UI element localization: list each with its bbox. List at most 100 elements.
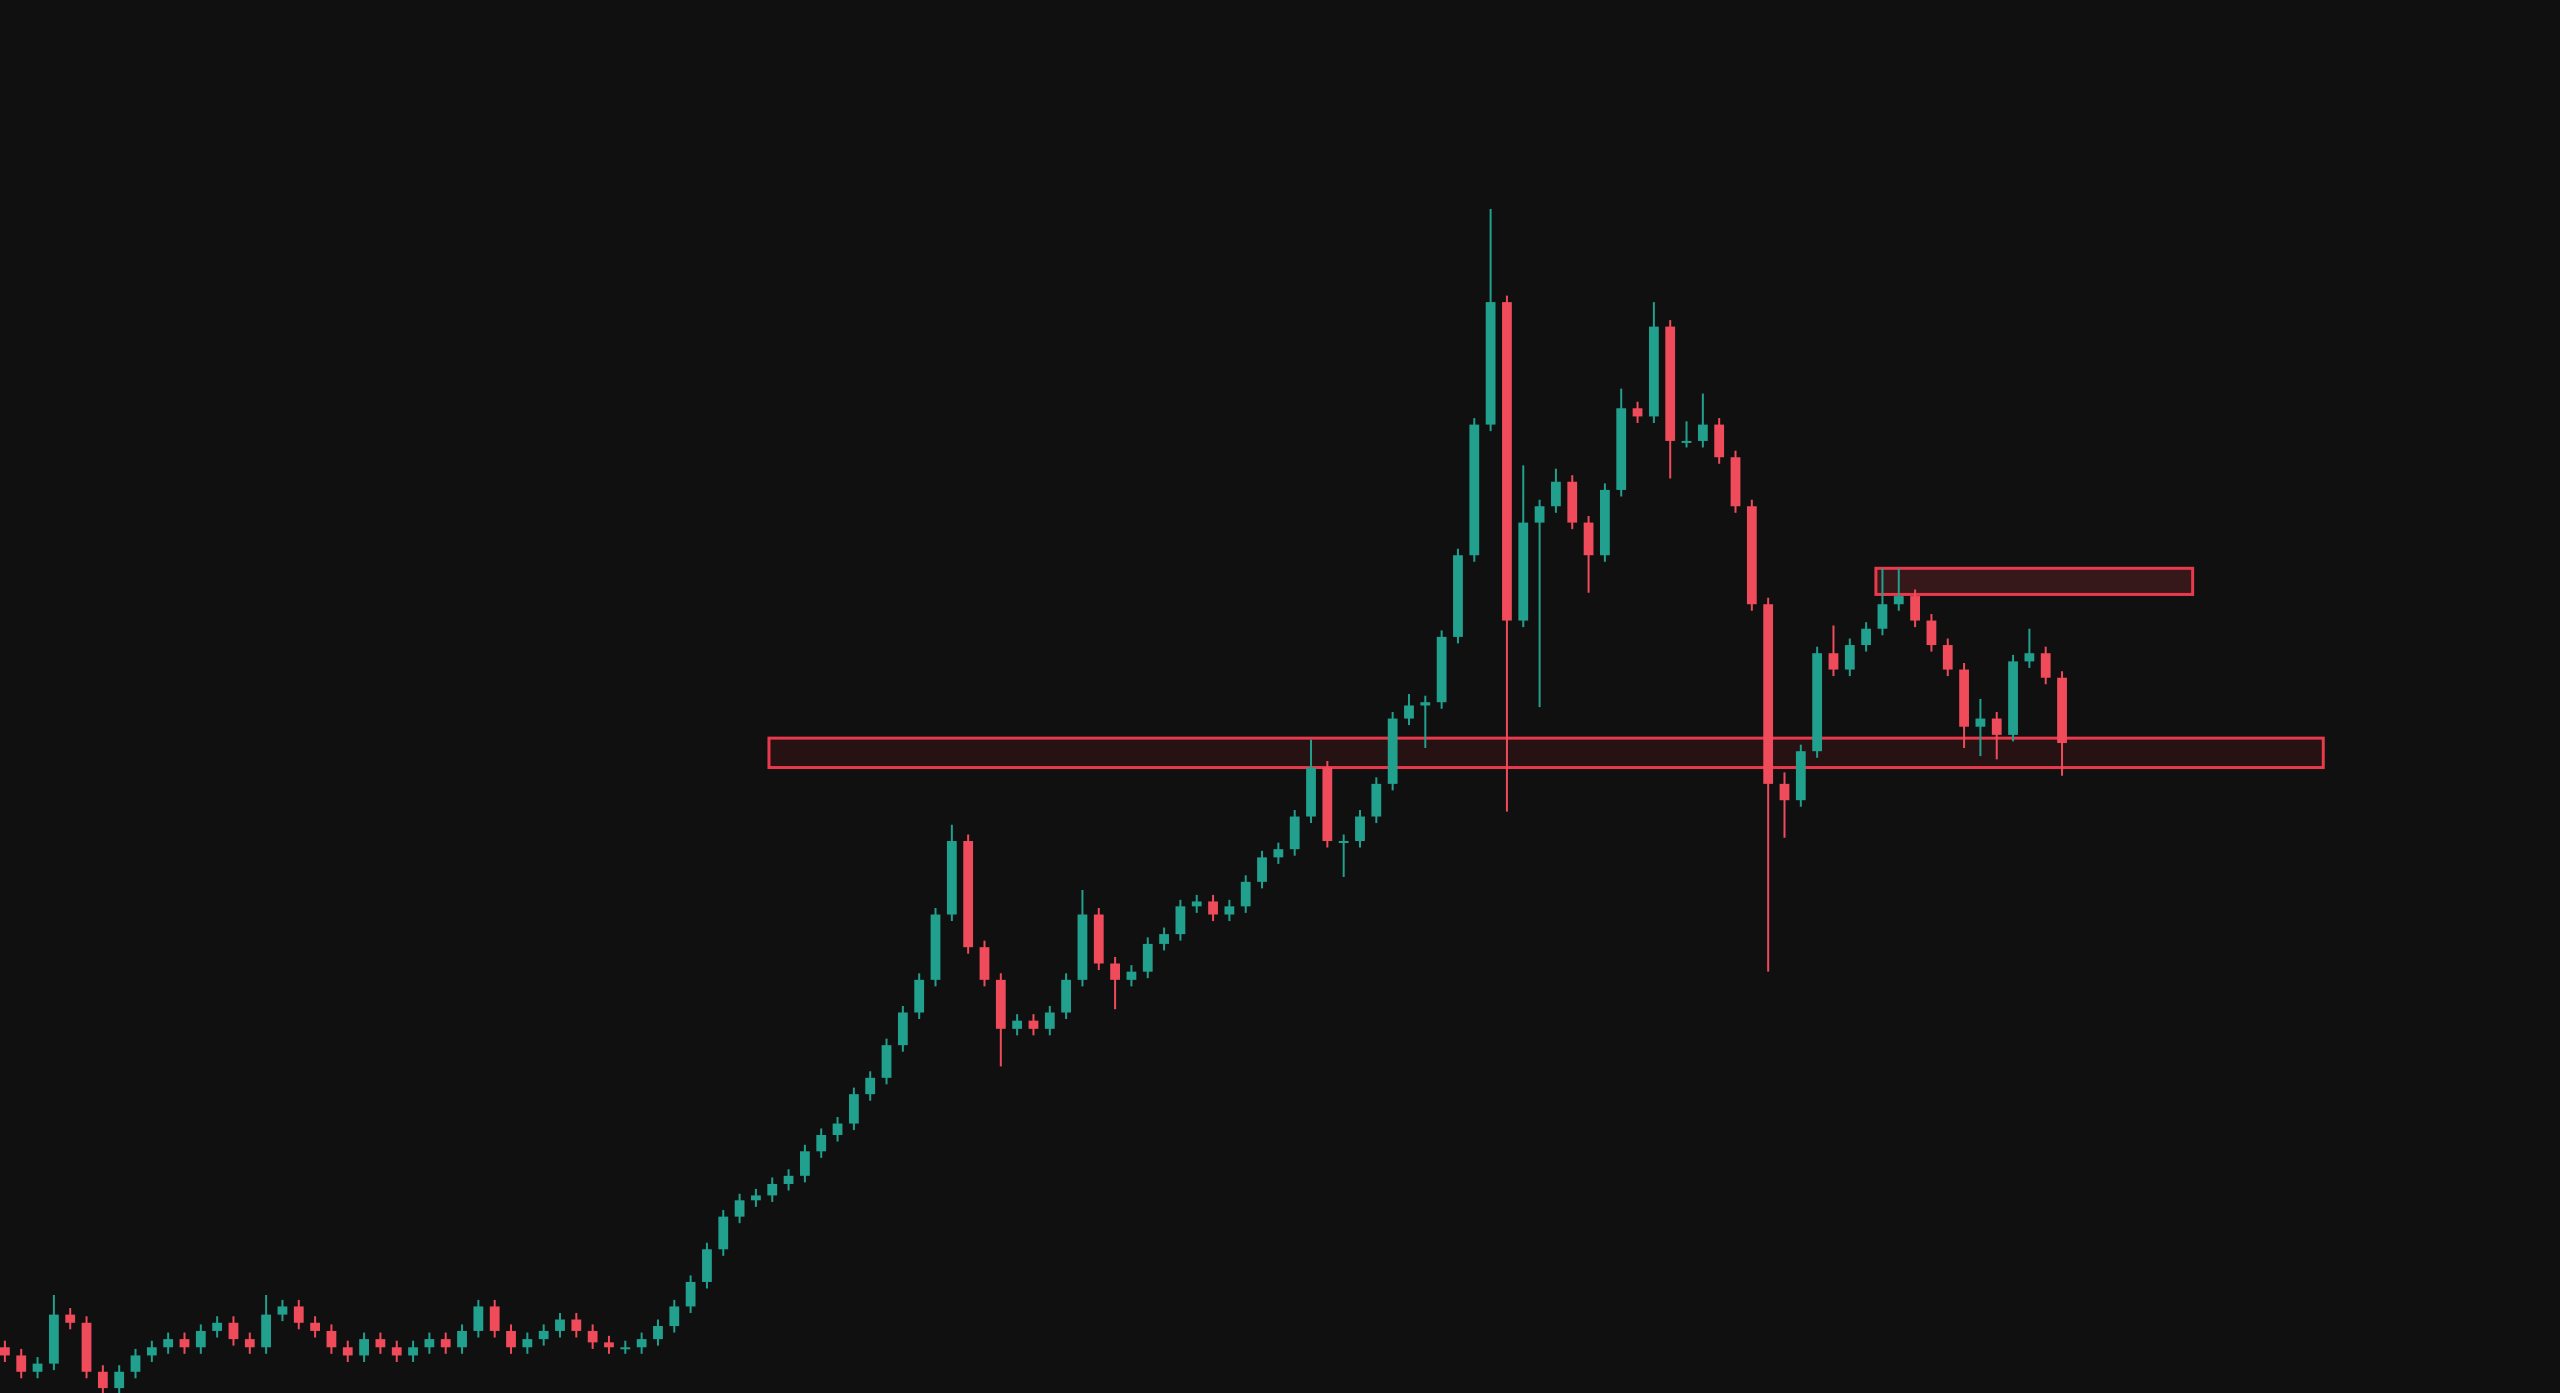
candle-body [1322,767,1333,842]
candle-body [1453,555,1463,637]
candle-body [522,1339,533,1348]
candle-body [1583,522,1594,556]
candle-body [1126,971,1137,980]
candle-body [1485,302,1496,425]
candle-body [604,1342,614,1348]
candle-body [1240,881,1251,907]
candle-body [1224,906,1235,915]
candle-body [1355,816,1365,842]
candle-body [326,1330,337,1348]
candle-body [653,1326,663,1340]
candle-body [995,979,1006,1029]
candle-body [1910,596,1920,621]
candle-body [963,841,974,948]
candle-body [130,1355,141,1372]
candle-body [32,1363,43,1372]
candle-body [1828,653,1839,670]
candle-body [1044,1012,1055,1029]
candle-body [424,1339,435,1348]
candle-body [718,1216,729,1250]
candle-body [1404,705,1414,719]
candle-body [1159,934,1169,944]
candle-body [1306,767,1316,817]
candle-body [897,1012,908,1046]
candle-body [1877,604,1888,629]
candle-body [1844,645,1855,670]
candle-body [1893,596,1904,605]
candle-body [0,1347,10,1356]
candle-body [555,1319,565,1331]
candle-body [1861,628,1872,646]
candle-body [800,1151,810,1176]
candle-body [293,1306,304,1323]
candle-body [163,1339,174,1348]
candle-body [457,1330,467,1348]
candle-body [146,1347,157,1356]
candle-body [538,1330,549,1340]
candle-body [97,1371,108,1389]
candle-body [16,1355,27,1372]
candle-body [473,1306,484,1331]
candle-body [1714,424,1725,458]
candle-body [1632,408,1643,417]
candle-body [391,1347,402,1356]
candle-body [2057,677,2067,744]
candle-body [1175,906,1186,935]
candle-body [48,1314,59,1364]
candle-body [914,979,925,1013]
candle-body [1012,1020,1023,1029]
candle-body [587,1330,598,1343]
candle-body [1697,424,1708,441]
candle-body [1061,979,1072,1013]
candle-body [1257,857,1267,882]
candle-body [65,1314,76,1323]
candle-body [489,1306,500,1331]
candle-body [702,1249,712,1282]
candle-body [1959,669,1969,727]
candle-body [832,1123,843,1135]
candle-body [310,1322,320,1331]
candle-body [1763,604,1774,784]
candle-body [2040,653,2051,678]
candle-body [228,1322,239,1340]
candle-body [1942,645,1953,670]
candle-body [1665,326,1676,441]
candle-body [751,1195,761,1201]
candle-body [244,1339,255,1348]
candle-body [816,1134,827,1152]
candle-body [783,1175,794,1184]
candle-body [1681,440,1692,443]
candle-body [1191,901,1202,907]
candle-body [1746,506,1757,605]
candle-body [375,1339,386,1348]
candle-body [2024,653,2035,662]
candle-body [1518,522,1529,621]
candle-body [1077,914,1088,980]
candle-body [1975,718,1986,727]
candle-body [1387,718,1398,784]
candle-body [571,1319,582,1331]
candle-body [1502,302,1512,621]
candle-body [636,1339,647,1348]
candle-body [195,1330,206,1348]
candle-body [734,1200,745,1217]
candle-body [342,1347,353,1356]
zone [1874,566,2195,596]
candle-body [1600,489,1610,556]
candle-body [1436,636,1447,703]
candle-body [1926,620,1937,646]
candle-body [212,1322,223,1331]
candle-body [1371,783,1382,817]
candle-body [1991,718,2002,735]
candle-body [1730,457,1741,507]
candle-body [685,1281,696,1307]
candle-body [1779,783,1790,801]
candle-body [1551,481,1561,507]
candle-body [1795,751,1806,801]
candle-body [1648,326,1659,417]
candle-body [408,1347,418,1356]
candle-body [1273,849,1284,858]
candle-body [946,841,957,915]
